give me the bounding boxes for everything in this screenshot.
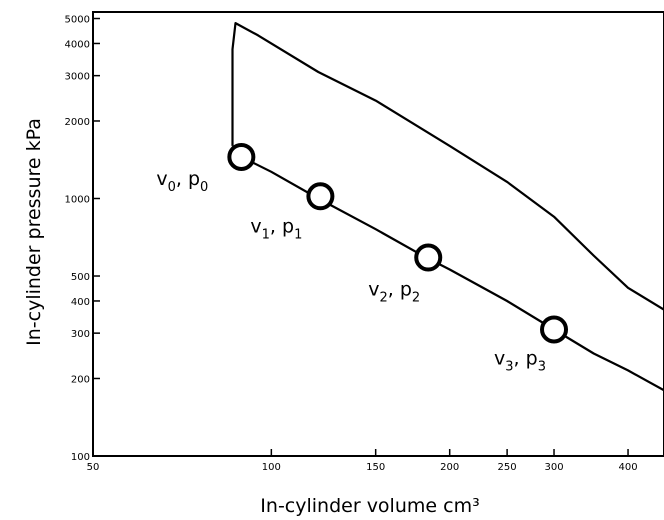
annotation-layer: v0, p0 v1, p1 v2, p2 v3, p3 xyxy=(156,168,546,375)
y-tick-label-6: 2000 xyxy=(65,117,90,128)
marker-label-3: v3, p3 xyxy=(494,347,546,374)
y-tick-label-1: 200 xyxy=(71,374,90,385)
x-tick-label-2: 150 xyxy=(366,462,385,473)
marker-0 xyxy=(227,142,256,171)
y-tick-label-0: 100 xyxy=(71,452,90,463)
y-axis-title: In-cylinder pressure kPa xyxy=(23,118,45,346)
y-tick-label-5: 1000 xyxy=(65,195,90,206)
x-tick-label-4: 250 xyxy=(498,462,517,473)
y-tick-labels: 100 200 300 400 500 1000 2000 3000 4000 5000 xyxy=(65,15,90,463)
x-tick-label-5: 300 xyxy=(544,462,563,473)
marker-2 xyxy=(414,243,443,272)
x-tick-label-6: 400 xyxy=(618,462,637,473)
y-tick-label-7: 3000 xyxy=(65,72,90,83)
y-tick-label-3: 400 xyxy=(71,297,90,308)
y-tick-label-8: 4000 xyxy=(65,39,90,50)
x-tick-label-1: 100 xyxy=(262,462,281,473)
marker-label-1: v1, p1 xyxy=(250,215,302,242)
marker-1 xyxy=(306,182,335,211)
marker-label-2: v2, p2 xyxy=(368,279,420,306)
plot-area xyxy=(92,11,664,457)
y-tick-label-9: 5000 xyxy=(65,15,90,26)
x-tick-label-0: 50 xyxy=(87,462,100,473)
y-tick-label-2: 300 xyxy=(71,329,90,340)
y-tick-label-4: 500 xyxy=(71,272,90,283)
marker-label-0: v0, p0 xyxy=(156,168,208,195)
x-tick-labels: 50 100 150 200 250 300 400 xyxy=(87,462,638,473)
x-axis-title: In-cylinder volume cm³ xyxy=(260,495,479,517)
marker-3 xyxy=(540,315,569,344)
series-line-0 xyxy=(231,22,664,311)
axis-ticks xyxy=(92,17,629,457)
x-tick-label-3: 200 xyxy=(440,462,459,473)
marker-layer xyxy=(227,142,569,344)
